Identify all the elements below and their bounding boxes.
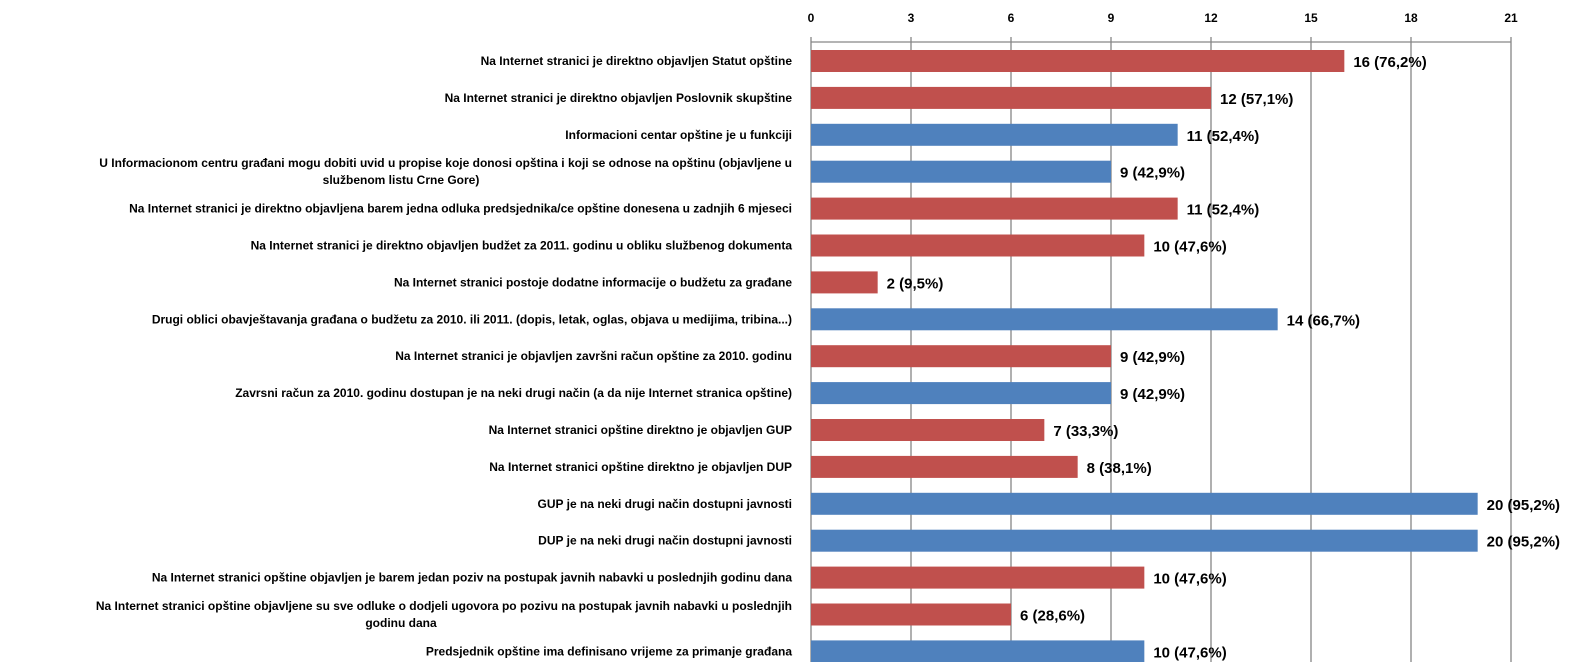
category-label-line: DUP je na neki drugi način dostupni javn… [538,534,792,548]
category-label: Predsjednik opštine ima definisano vrije… [426,644,792,658]
data-label: 12 (57,1%) [1220,91,1293,108]
category-label: Informacioni centar opštine je u funkcij… [565,128,792,142]
category-label-line: Na Internet stranici je direktno objavlj… [251,239,793,253]
category-label: Na Internet stranici postoje dodatne inf… [394,275,792,289]
category-label-line: Na Internet stranici opštine direktno je… [489,423,792,437]
data-label: 20 (95,2%) [1487,497,1560,514]
category-label: Na Internet stranici je objavljen završn… [395,349,792,363]
bar [811,197,1178,220]
category-label: Drugi oblici obavještavanja građana o bu… [152,312,792,326]
category-label: Na Internet stranici opštine objavljen j… [152,571,792,585]
category-label-line: službenom listu Crne Gore) [323,173,480,187]
category-label-line: U Informacionom centru građani mogu dobi… [99,156,792,170]
category-label-line: Drugi oblici obavještavanja građana o bu… [152,312,792,326]
category-label: Na Internet stranici je direktno objavlj… [481,54,793,68]
data-label: 9 (42,9%) [1120,386,1185,403]
data-label: 9 (42,9%) [1120,165,1185,182]
category-label-line: GUP je na neki drugi način dostupni javn… [538,497,792,511]
x-tick-label: 9 [1108,11,1115,25]
data-label: 6 (28,6%) [1020,608,1085,625]
data-label: 16 (76,2%) [1353,54,1426,71]
bar [811,50,1345,72]
x-axis-ticks: 0 3 6 9 12 15 18 21 [808,11,1518,25]
data-label: 2 (9,5%) [887,275,944,292]
bar [811,234,1145,257]
x-tick-label: 6 [1008,11,1015,25]
category-label-line: Na Internet stranici je objavljen završn… [395,349,792,363]
x-tick-label: 15 [1304,11,1318,25]
x-tick-label: 3 [908,11,915,25]
x-tick-label: 21 [1504,11,1518,25]
category-label: Na Internet stranici opštine objavljene … [96,599,792,630]
x-tick-label: 12 [1204,11,1218,25]
data-label: 11 (52,4%) [1187,202,1260,219]
data-label: 14 (66,7%) [1287,312,1360,329]
category-label-line: Na Internet stranici je direktno objavlj… [481,54,793,68]
bar [811,86,1211,109]
category-label-line: Na Internet stranici je direktno objavlj… [129,202,792,216]
bar [811,345,1111,368]
category-label-line: Na Internet stranici opštine objavljene … [96,599,792,613]
category-label-line: godinu dana [365,616,437,630]
bar [811,382,1111,405]
bar [811,271,878,294]
category-label-line: Informacioni centar opštine je u funkcij… [565,128,792,142]
bar [811,308,1278,331]
data-label: 10 (47,6%) [1153,644,1226,661]
bar [811,566,1145,589]
bar [811,160,1111,183]
bar [811,419,1045,441]
category-labels: Na Internet stranici je direktno objavlj… [96,54,792,658]
data-label: 9 (42,9%) [1120,349,1185,366]
category-label: GUP je na neki drugi način dostupni javn… [538,497,792,511]
category-label-line: Zavrsni račun za 2010. godinu dostupan j… [235,386,792,400]
category-label-line: Na Internet stranici opštine direktno je… [489,460,792,474]
category-label: Na Internet stranici opštine direktno je… [489,423,792,437]
bar [811,529,1478,552]
category-label: Na Internet stranici opštine direktno je… [489,460,792,474]
category-label: U Informacionom centru građani mogu dobi… [99,156,792,187]
category-label-line: Na Internet stranici postoje dodatne inf… [394,275,792,289]
bar [811,492,1478,515]
data-label: 10 (47,6%) [1153,571,1226,588]
category-label: Na Internet stranici je direktno objavlj… [445,91,793,105]
x-tick-label: 18 [1404,11,1418,25]
bars [811,50,1478,662]
data-label: 8 (38,1%) [1087,460,1152,477]
category-label: Zavrsni račun za 2010. godinu dostupan j… [235,386,792,400]
category-label-line: Predsjednik opštine ima definisano vrije… [426,644,792,658]
category-label: Na Internet stranici je direktno objavlj… [129,202,792,216]
data-label: 20 (95,2%) [1487,534,1560,551]
category-label-line: Na Internet stranici opštine objavljen j… [152,571,792,585]
category-label: Na Internet stranici je direktno objavlj… [251,239,793,253]
data-label: 10 (47,6%) [1153,239,1226,256]
bar [811,455,1078,478]
data-label: 11 (52,4%) [1187,128,1260,145]
data-label: 7 (33,3%) [1053,423,1118,440]
category-label-line: Na Internet stranici je direktno objavlj… [445,91,793,105]
data-labels: 16 (76,2%) 12 (57,1%) 11 (52,4%) 9 (42,9%) 1… [887,54,1560,661]
bar [811,640,1145,662]
bar [811,603,1011,626]
category-label: DUP je na neki drugi način dostupni javn… [538,534,792,548]
x-tick-label: 0 [808,11,815,25]
bar [811,123,1178,146]
